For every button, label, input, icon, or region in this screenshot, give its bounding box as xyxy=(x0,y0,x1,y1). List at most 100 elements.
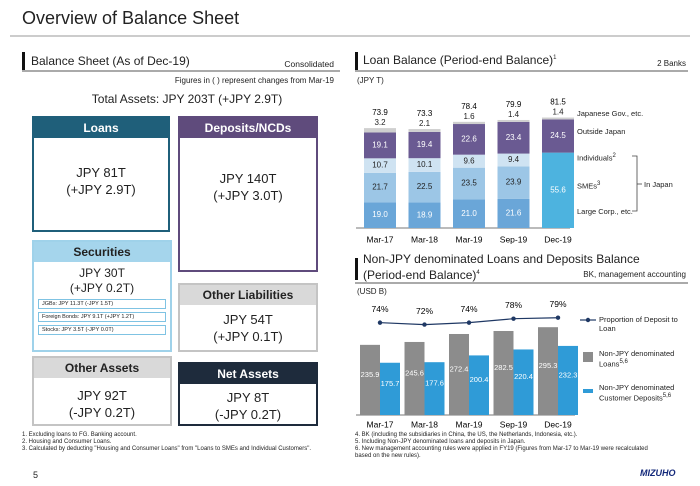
bar-segment xyxy=(364,202,396,228)
bar xyxy=(469,355,489,415)
bar-segment xyxy=(453,154,485,168)
legend-bracket xyxy=(632,155,638,212)
data-label: 177.6 xyxy=(425,379,444,388)
amount: JPY 81T xyxy=(76,165,126,180)
box-header: Other Assets xyxy=(34,358,170,378)
data-label: 21.7 xyxy=(372,183,388,192)
amount: JPY 30T xyxy=(79,266,125,280)
total-label: 81.5 xyxy=(550,98,566,107)
data-label: 10.1 xyxy=(417,160,433,169)
legend-entry: Large Corp., etc. xyxy=(577,207,633,216)
box-header: Securities xyxy=(34,242,170,262)
total-label: 73.9 xyxy=(372,108,388,117)
section-marker xyxy=(355,52,358,70)
data-label: 18.9 xyxy=(417,210,433,219)
data-label: 1.6 xyxy=(463,112,475,121)
bar xyxy=(558,345,578,415)
line-marker xyxy=(377,320,383,325)
x-tick-label: Sep-19 xyxy=(500,419,528,429)
legend-label: In Japan xyxy=(644,180,673,189)
legend-label: Large Corp., etc. xyxy=(577,207,633,216)
legend-label: Non-JPY denominated Customer Deposits xyxy=(599,383,675,403)
data-label: 272.4 xyxy=(450,364,469,373)
amount: JPY 54T xyxy=(223,312,273,327)
other-liabilities-box: Other Liabilities JPY 54T (+JPY 0.1T) xyxy=(178,283,318,352)
chart-title: Non-JPY denominated Loans and Deposits B… xyxy=(363,252,640,266)
bar-segment xyxy=(364,128,396,133)
x-tick-label: Mar-18 xyxy=(411,234,438,244)
bar-segment xyxy=(408,171,441,203)
legend-swatch xyxy=(583,389,593,393)
page-title: Overview of Balance Sheet xyxy=(22,8,240,28)
data-label: 78% xyxy=(505,300,522,310)
change: (+JPY 2.9T) xyxy=(66,182,136,197)
footnotes: 4. BK (including the subsidiaries in Chi… xyxy=(355,432,655,460)
scope: Consolidated xyxy=(284,59,334,69)
bar-segment xyxy=(497,121,530,154)
section-marker xyxy=(355,258,358,280)
data-label: 23.4 xyxy=(506,133,522,142)
bar-segment xyxy=(497,119,530,122)
unit: (USD B) xyxy=(357,287,387,296)
data-label: 200.4 xyxy=(470,375,489,384)
bar-segment xyxy=(364,158,396,173)
footnotes: 1. Excluding loans to FG. Banking accoun… xyxy=(22,432,322,453)
footnote-ref: 5,6 xyxy=(619,359,628,365)
bar xyxy=(424,362,445,415)
data-label: 21.0 xyxy=(461,209,477,218)
data-label: 79% xyxy=(549,299,566,309)
legend-swatch xyxy=(583,352,593,362)
bar xyxy=(513,349,534,415)
legend-entry: In Japan xyxy=(644,180,673,189)
security-item: JGBs: JPY 11.3T (-JPY 1.5T) xyxy=(38,299,166,309)
footnote: 6. New management accounting rules were … xyxy=(355,446,648,459)
line-marker xyxy=(422,322,427,327)
x-tick-label: Mar-17 xyxy=(367,234,394,244)
x-tick-label: Mar-19 xyxy=(456,234,483,244)
data-label: 23.9 xyxy=(506,178,522,187)
x-tick-label: Sep-19 xyxy=(500,234,528,244)
data-label: 9.4 xyxy=(508,155,520,164)
total-assets: Total Assets: JPY 203T (+JPY 2.9T) xyxy=(91,92,283,106)
box-header: Loans xyxy=(34,118,168,138)
bar xyxy=(360,344,380,415)
footnote: 2. Housing and Consumer Loans. xyxy=(22,439,112,445)
data-label: 235.9 xyxy=(361,370,380,379)
legend-label: Proportion of Deposit to Loan xyxy=(599,315,678,333)
bar-segment xyxy=(497,153,530,167)
footnote-ref: 2 xyxy=(612,153,616,159)
legend-entry: SMEs3 xyxy=(577,180,600,191)
data-label: 19.4 xyxy=(417,140,433,149)
page-number: 5 xyxy=(33,470,39,480)
total-label: 79.9 xyxy=(506,100,522,109)
data-label: 22.6 xyxy=(461,134,477,143)
unit: (JPY T) xyxy=(357,76,384,85)
box-header: Deposits/NCDs xyxy=(180,118,316,138)
footnote: 1. Excluding loans to FG. Banking accoun… xyxy=(22,432,137,438)
net-assets-box: Net Assets JPY 8T (-JPY 0.2T) xyxy=(178,362,318,426)
legend-label: Outside Japan xyxy=(577,127,626,136)
legend-label: SMEs xyxy=(577,181,598,191)
data-label: 10.7 xyxy=(372,161,388,170)
data-label: 3.2 xyxy=(374,118,386,127)
data-label: 74% xyxy=(460,304,477,314)
change: (+JPY 3.0T) xyxy=(213,188,283,203)
bar-segment xyxy=(408,202,441,228)
data-label: 55.6 xyxy=(550,185,566,194)
data-label: 245.6 xyxy=(405,368,424,377)
change: (+JPY 0.2T) xyxy=(69,281,135,295)
line-marker xyxy=(466,320,472,325)
data-label: 175.7 xyxy=(381,379,400,388)
x-tick-label: Mar-19 xyxy=(456,419,483,429)
securities-box: Securities JPY 30T (+JPY 0.2T) JGBs: JPY… xyxy=(32,240,172,352)
x-tick-label: Mar-18 xyxy=(411,419,438,429)
bar-segment xyxy=(364,132,396,159)
data-label: 21.6 xyxy=(506,208,522,217)
scope: 2 Banks xyxy=(657,59,686,68)
bar xyxy=(538,327,558,415)
bar-segment xyxy=(542,117,574,120)
data-label: 1.4 xyxy=(552,108,564,117)
data-label: 232.3 xyxy=(559,370,578,379)
legend-entry: Non-JPY denominated Customer Deposits5,6 xyxy=(599,383,687,403)
